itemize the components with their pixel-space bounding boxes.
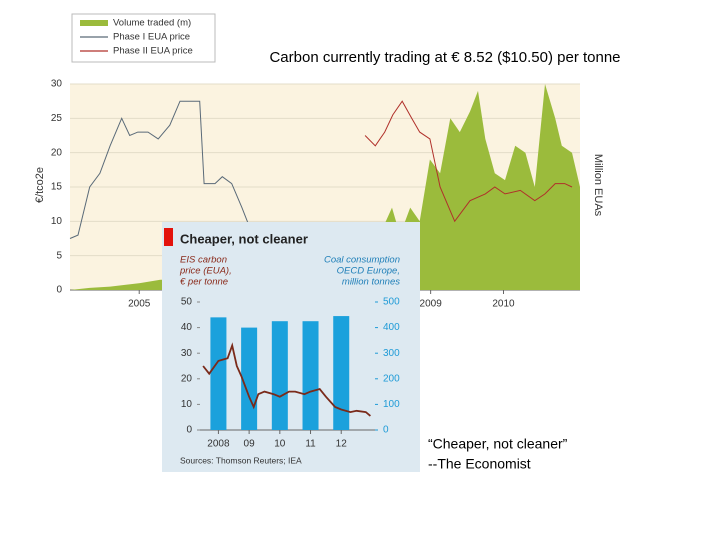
y2-tick-label: 300 <box>383 348 400 359</box>
y-tick-label: 30 <box>51 79 63 90</box>
y-axis-label: €/tco2e <box>34 167 46 203</box>
y2-tick-label: 500 <box>383 297 400 308</box>
y-tick-label: 20 <box>181 373 193 384</box>
quote: “Cheaper, not cleaner” <box>428 436 568 452</box>
bar <box>210 317 227 430</box>
slide-title: Carbon currently trading at € 8.52 ($10.… <box>269 49 620 66</box>
x-tick-label: 10 <box>274 439 286 450</box>
y-axis-label: € per tonne <box>180 277 228 288</box>
y-tick-label: 25 <box>51 113 63 124</box>
y-tick-label: 50 <box>181 297 193 308</box>
y-tick-label: 40 <box>181 322 193 333</box>
y-tick-label: 5 <box>56 250 62 261</box>
area <box>70 84 580 290</box>
line <box>69 100 251 239</box>
y-axis-label: price (EUA), <box>179 266 232 277</box>
y-tick-label: 10 <box>51 216 63 227</box>
bar <box>302 321 319 430</box>
line <box>364 100 573 223</box>
x-tick-label: 2008 <box>207 439 230 450</box>
y2-tick-label: 400 <box>383 322 400 333</box>
y2-axis-label: Million EUAs <box>592 154 604 217</box>
y-tick-label: 10 <box>181 399 193 410</box>
x-tick-label: 09 <box>244 439 256 450</box>
x-tick-label: 12 <box>336 439 348 450</box>
bar <box>241 327 258 430</box>
x-tick-label: 2010 <box>492 299 515 310</box>
y2-axis-label: million tonnes <box>342 277 400 288</box>
chart-title: Cheaper, not cleaner <box>180 231 308 246</box>
legend-label: Phase II EUA price <box>113 46 193 57</box>
bar <box>333 316 350 430</box>
y-tick-label: 20 <box>51 147 63 158</box>
source: Sources: Thomson Reuters; IEA <box>180 455 302 465</box>
bar <box>271 321 288 430</box>
y2-axis-label: Coal consumption <box>324 255 400 266</box>
x-tick-label: 2009 <box>420 299 443 310</box>
y-axis-label: EIS carbon <box>180 255 227 266</box>
line <box>202 342 371 417</box>
y2-tick-label: 100 <box>383 399 400 410</box>
y-tick-label: 0 <box>186 425 192 436</box>
attribution: --The Economist <box>428 456 531 472</box>
y-tick-label: 0 <box>56 285 62 296</box>
y2-tick-label: 200 <box>383 373 400 384</box>
y-tick-label: 30 <box>181 348 193 359</box>
chart: €/tco2e Million EUAs 0 5 10 15 20 25 30 2005 2009 2… <box>34 13 604 310</box>
y-tick-label: 15 <box>51 182 63 193</box>
x-tick-label: 2005 <box>128 299 151 310</box>
legend-label: Volume traded (m) <box>113 18 191 29</box>
legend-label: Phase I EUA price <box>113 32 190 43</box>
y2-tick-label: 0 <box>383 425 389 436</box>
y2-axis-label: OECD Europe, <box>337 266 400 277</box>
x-tick-label: 11 <box>305 439 316 450</box>
title-marker <box>164 228 173 246</box>
